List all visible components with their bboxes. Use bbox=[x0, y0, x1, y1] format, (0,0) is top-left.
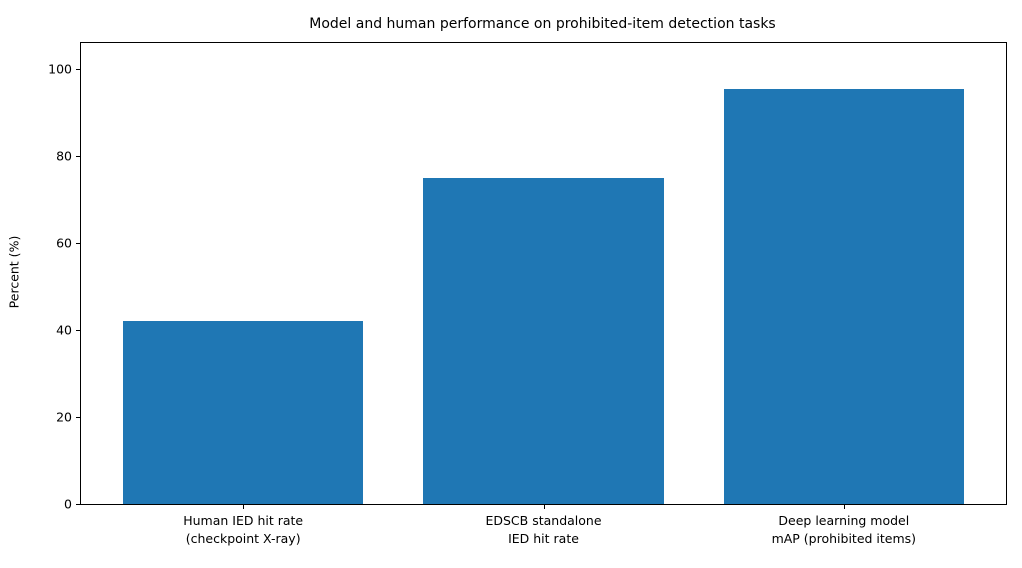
y-tick-label: 40 bbox=[56, 322, 72, 338]
plot-area: Human IED hit rate (checkpoint X-ray) EDS… bbox=[48, 42, 1007, 546]
y-tick-mark bbox=[76, 504, 80, 505]
y-tick-label: 80 bbox=[56, 148, 72, 164]
chart-title: Model and human performance on prohibite… bbox=[309, 16, 776, 32]
x-tick-mark bbox=[543, 505, 545, 509]
x-tick-label: Human IED hit rate (checkpoint X-ray) bbox=[183, 513, 304, 546]
x-tick-mark bbox=[243, 505, 245, 509]
y-tick-label: 20 bbox=[56, 409, 72, 425]
y-tick-mark bbox=[76, 417, 80, 419]
y-tick-label: 0 bbox=[64, 496, 72, 512]
y-tick-label: 60 bbox=[56, 235, 72, 251]
y-tick-mark bbox=[76, 243, 80, 245]
bar bbox=[123, 321, 364, 504]
x-tick-label: EDSCB standalone IED hit rate bbox=[485, 513, 602, 546]
y-axis-label: Percent (%) bbox=[6, 235, 22, 309]
y-tick-mark bbox=[76, 156, 80, 158]
y-tick-mark bbox=[76, 330, 80, 332]
x-tick-mark bbox=[843, 505, 845, 509]
y-tick-mark bbox=[76, 69, 80, 71]
y-tick-label: 100 bbox=[48, 61, 72, 77]
x-tick-label: Deep learning model mAP (prohibited item… bbox=[771, 513, 917, 546]
bar bbox=[723, 88, 964, 504]
bar bbox=[423, 177, 664, 504]
